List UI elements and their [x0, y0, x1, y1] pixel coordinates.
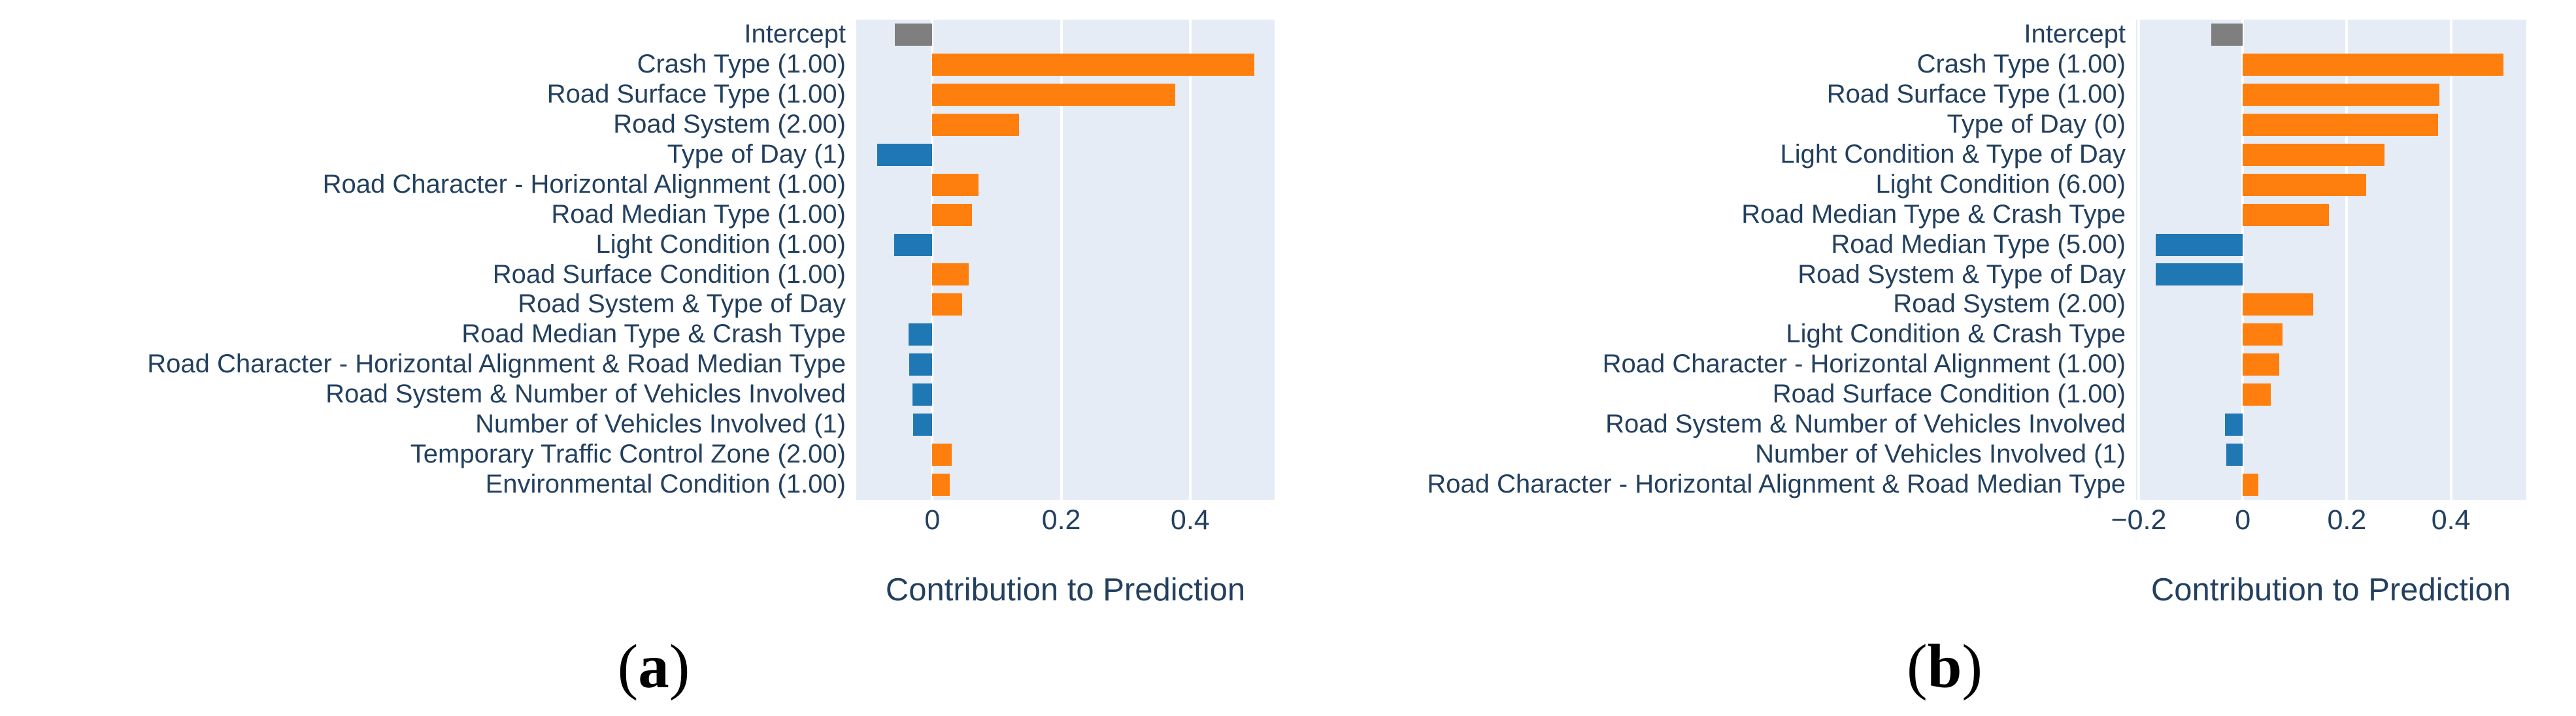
y-axis-label: Road Character - Horizontal Alignment & …: [147, 350, 846, 379]
caption-open-paren: (: [1906, 632, 1928, 701]
contribution-bar: [2243, 83, 2440, 106]
y-axis-label: Road Median Type & Crash Type: [461, 319, 846, 349]
contribution-bar: [895, 23, 933, 46]
x-gridline: [1188, 20, 1192, 500]
y-axis-label: Road System & Type of Day: [518, 289, 846, 319]
contribution-bar: [2156, 263, 2243, 286]
contribution-bar: [908, 323, 933, 346]
caption-close-paren: ): [1962, 632, 1983, 701]
y-axis-label: Road Character - Horizontal Alignment (1…: [1602, 350, 2126, 379]
x-gridline: [2137, 20, 2140, 500]
contribution-bar: [2243, 143, 2385, 166]
contribution-bar: [932, 53, 1255, 76]
contribution-bar: [932, 444, 952, 466]
y-axis-label: Light Condition & Type of Day: [1780, 139, 2126, 169]
caption-close-paren: ): [669, 632, 690, 701]
contribution-bar: [2243, 203, 2329, 226]
x-gridline: [931, 20, 934, 500]
y-axis-label: Environmental Condition (1.00): [485, 470, 846, 499]
x-tick-label: 0.4: [1170, 504, 1210, 536]
y-axis-label: Road Median Type (1.00): [551, 199, 846, 229]
x-tick-label: 0: [2235, 504, 2251, 536]
contribution-bar: [2243, 293, 2314, 316]
y-axis-label: Road Surface Type (1.00): [1826, 79, 2126, 108]
caption-letter: a: [638, 632, 669, 701]
y-axis-label: Road System & Number of Vehicles Involve…: [326, 380, 846, 409]
y-axis-label: Road Median Type & Crash Type: [1741, 199, 2126, 229]
x-tick-label: 0.2: [1041, 504, 1081, 536]
x-gridline: [2241, 20, 2245, 500]
contribution-bar: [912, 383, 933, 406]
y-axis-label: Road Surface Type (1.00): [546, 79, 846, 108]
y-axis-label: Intercept: [744, 20, 846, 48]
y-axis-label: Light Condition (1.00): [595, 229, 846, 259]
contribution-bar: [912, 414, 933, 436]
contribution-bar: [932, 113, 1020, 136]
x-gridline: [2449, 20, 2452, 500]
y-axis-label: Road Surface Condition (1.00): [492, 259, 846, 289]
caption-letter: b: [1927, 632, 1962, 701]
y-axis-label: Road System (2.00): [613, 109, 846, 138]
contribution-bar: [2156, 233, 2243, 256]
x-tick-label: 0: [924, 504, 941, 536]
y-axis-label: Road Character - Horizontal Alignment & …: [1427, 470, 2126, 499]
contribution-bar: [2243, 173, 2366, 196]
y-axis-label: Road System & Number of Vehicles Involve…: [1605, 410, 2126, 439]
contribution-bar: [2211, 23, 2243, 46]
x-axis-title: Contribution to Prediction: [885, 572, 1246, 608]
x-axis-title: Contribution to Prediction: [2150, 572, 2511, 608]
y-axis-label: Type of Day (0): [1947, 109, 2126, 138]
contribution-bar: [877, 143, 933, 166]
chart-panel-a: 0 0.2 0.4 Intercept Crash Type (1.00) Road Su…: [147, 20, 1275, 702]
y-axis-label: Road Median Type (5.00): [1831, 229, 2126, 259]
contribution-bar: [2243, 113, 2438, 136]
caption-open-paren: (: [617, 632, 639, 701]
y-axis-label: Road Character - Horizontal Alignment (1…: [322, 169, 846, 199]
y-axis-label: Type of Day (1): [667, 139, 846, 169]
contribution-bar: [932, 263, 969, 286]
subfigure-caption-a: (a): [618, 630, 690, 702]
contribution-bar: [894, 233, 933, 256]
contribution-bar: [2225, 414, 2243, 436]
subfigure-caption-b: (b): [1907, 630, 1982, 702]
y-axis-label: Light Condition & Crash Type: [1786, 319, 2126, 349]
y-axis-label: Number of Vehicles Involved (1): [475, 410, 846, 439]
contribution-bar: [2243, 474, 2259, 496]
x-tick-label: 0.2: [2327, 504, 2367, 536]
x-tick-label: 0.4: [2431, 504, 2471, 536]
y-axis-label: Road System (2.00): [1893, 289, 2126, 319]
y-axis-label: Light Condition (6.00): [1875, 169, 2126, 199]
y-axis-label: Temporary Traffic Control Zone (2.00): [410, 440, 846, 469]
contribution-bar: [932, 83, 1176, 106]
contribution-bar: [932, 203, 972, 226]
contribution-bar: [2243, 323, 2283, 346]
y-axis-label: Intercept: [2024, 20, 2126, 48]
contribution-bar: [2243, 353, 2279, 376]
contribution-bar: [932, 474, 950, 496]
x-gridline: [1060, 20, 1063, 500]
y-axis-label: Road Surface Condition (1.00): [1772, 380, 2126, 409]
contribution-bar: [932, 173, 979, 196]
chart-panel-b: −0.2 0 0.2 0.4 Intercept Crash Type (1.00) Roa…: [1288, 0, 2576, 716]
x-gridline: [2345, 20, 2349, 500]
x-tick-label: −0.2: [2111, 504, 2167, 536]
y-axis-label: Crash Type (1.00): [637, 49, 846, 78]
y-axis-label: Number of Vehicles Involved (1): [1755, 440, 2126, 469]
contribution-bar: [909, 353, 933, 376]
contribution-bar: [2243, 383, 2271, 406]
contribution-bar: [2226, 444, 2243, 466]
y-axis-label: Road System & Type of Day: [1798, 259, 2126, 289]
contribution-bar: [932, 293, 962, 316]
contribution-bar: [2243, 53, 2503, 76]
y-axis-label: Crash Type (1.00): [1916, 49, 2126, 78]
